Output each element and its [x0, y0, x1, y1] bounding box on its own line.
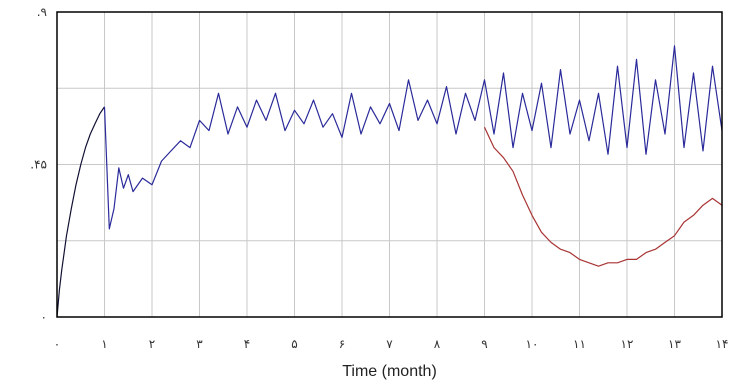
y-tick-label-0: ۰	[41, 310, 47, 324]
series-line-1	[103, 45, 723, 230]
x-tick-label-4: ۴	[244, 337, 250, 351]
x-axis-label: Time (month)	[342, 363, 437, 380]
series-line-0	[56, 106, 105, 318]
y-tick-label-2: .۹	[37, 5, 47, 19]
series-line-2	[483, 126, 723, 267]
x-tick-label-8: ۸	[434, 337, 441, 351]
y-tick-labels: ۰ .۴۵ .۹	[30, 5, 47, 324]
x-tick-label-7: ۷	[386, 337, 393, 351]
x-tick-label-0: ۰	[54, 337, 60, 351]
series-lines	[56, 45, 723, 318]
plot-frame	[56, 11, 723, 318]
x-tick-label-1: ۱	[101, 337, 107, 351]
x-tick-label-12: ۱۲	[621, 337, 634, 351]
x-tick-label-11: ۱۱	[573, 337, 586, 351]
x-tick-label-3: ۳	[196, 337, 203, 351]
x-tick-label-10: ۱۰	[526, 337, 539, 351]
x-tick-labels: ۰ ۱ ۲ ۳ ۴ ۵ ۶ ۷ ۸ ۹ ۱۰ ۱۱ ۱۲ ۱۳ ۱۴	[54, 337, 729, 351]
x-tick-label-6: ۶	[339, 337, 345, 351]
x-tick-label-14: ۱۴	[716, 337, 729, 351]
x-tick-label-9: ۹	[481, 337, 487, 351]
x-tick-label-2: ۲	[149, 337, 155, 351]
y-tick-label-1: .۴۵	[30, 158, 47, 172]
x-tick-label-5: ۵	[291, 337, 297, 351]
grid-lines	[57, 12, 722, 317]
x-tick-label-13: ۱۳	[668, 337, 681, 351]
